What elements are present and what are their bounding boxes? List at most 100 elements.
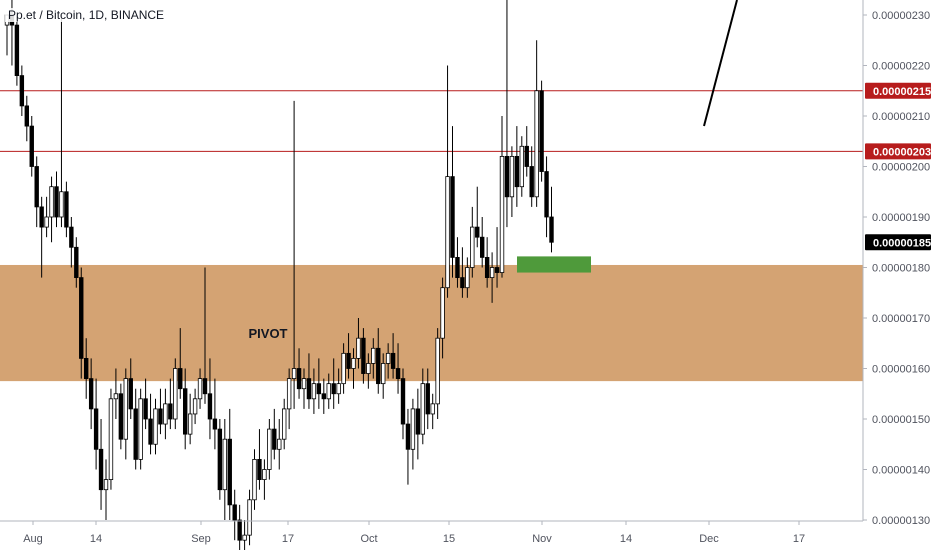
candle: [415, 388, 421, 460]
candle: [455, 237, 460, 288]
candle-body: [400, 378, 406, 425]
pivot-zone[interactable]: [0, 264, 863, 382]
candle-body: [484, 256, 490, 278]
candle: [202, 267, 208, 404]
candle-body: [69, 226, 74, 248]
price-tick-label: 0.00000220: [872, 61, 930, 73]
candle-body: [341, 352, 346, 385]
candle-body: [128, 378, 133, 410]
time-tick-label: 17: [793, 533, 805, 545]
candle: [148, 393, 153, 455]
time-axis[interactable]: Aug 14 Sep 17 Oct 15 Nov 14 Dec 17: [0, 520, 863, 545]
candle: [351, 348, 356, 389]
candle-body: [470, 226, 475, 268]
candle: [217, 419, 223, 500]
candle-body: [301, 378, 307, 390]
candle-body: [158, 408, 163, 425]
candle: [494, 227, 500, 288]
candle: [371, 338, 376, 379]
candle: [252, 449, 257, 510]
candle-body: [74, 246, 79, 279]
candle: [128, 358, 133, 419]
candle-body: [479, 236, 485, 258]
candle: [450, 126, 455, 278]
candle-body: [113, 393, 119, 400]
candle: [316, 358, 322, 409]
candle: [380, 353, 386, 399]
candle-body: [153, 408, 158, 445]
hline-price-label: 0.00000203: [873, 146, 931, 158]
candle: [29, 116, 34, 177]
candle: [445, 65, 450, 298]
candle-body: [108, 398, 114, 480]
candle: [405, 408, 411, 485]
candle-body: [103, 479, 109, 491]
candle-body: [361, 337, 366, 374]
candle-body: [440, 287, 445, 339]
candle: [44, 196, 49, 238]
candle-body: [34, 166, 39, 208]
candle-body: [311, 383, 317, 400]
candle-body: [450, 176, 455, 258]
hline-price-label-bg: [865, 143, 931, 160]
candle: [187, 393, 193, 445]
candle-body: [445, 176, 450, 289]
candle: [237, 504, 242, 550]
candle: [509, 146, 515, 217]
candle: [376, 328, 381, 394]
candle-body: [54, 186, 59, 218]
candle-body: [529, 166, 534, 198]
price-tick-label: 0.00000210: [872, 111, 930, 123]
candle-body: [39, 206, 44, 228]
time-tick-label: Dec: [699, 533, 719, 545]
price-tick-label: 0.00000170: [872, 313, 930, 325]
candle-body: [232, 504, 237, 521]
candle: [341, 343, 346, 394]
candle-body: [336, 383, 341, 395]
candle-body: [465, 267, 470, 289]
candle-body: [79, 277, 84, 359]
candle-body: [321, 393, 326, 400]
candle: [361, 328, 366, 384]
candle: [74, 237, 79, 288]
candle-body: [549, 216, 554, 243]
candle-body: [207, 393, 213, 420]
candle-body: [242, 534, 247, 541]
candle: [158, 388, 163, 435]
candle: [168, 378, 173, 430]
last-price-label: 0.00000185: [873, 237, 931, 249]
candle: [113, 368, 119, 419]
candle-body: [118, 393, 124, 440]
candle: [192, 388, 198, 425]
candle-body: [544, 171, 549, 218]
trendline[interactable]: [703, 0, 738, 127]
candle-body: [227, 438, 232, 506]
candle-body: [143, 398, 148, 420]
candle-body: [212, 418, 218, 430]
price-axis[interactable]: 0.00000230 0.00000220 0.00000210 0.00000200…: [862, 0, 932, 550]
candle: [69, 217, 74, 268]
candle-body: [148, 418, 153, 445]
candle: [390, 333, 396, 379]
candle-body: [14, 24, 20, 77]
hline-price-label-bg: [865, 82, 931, 99]
candle-body: [187, 413, 193, 435]
candle: [123, 368, 128, 460]
candle: [59, 15, 64, 228]
candle: [267, 419, 272, 480]
candle: [118, 383, 124, 450]
candle: [479, 217, 485, 268]
candle: [108, 388, 114, 490]
candle: [321, 378, 326, 414]
candle-body: [64, 191, 69, 228]
candle: [19, 65, 25, 116]
target-box[interactable]: [517, 256, 591, 273]
symbol-header: Pp.et / Bitcoin, 1D, BINANCE: [5, 8, 168, 22]
candle-body: [380, 363, 386, 385]
candle-body: [460, 277, 465, 289]
candle: [257, 429, 262, 490]
candle-body: [138, 398, 143, 460]
candle: [227, 408, 232, 520]
